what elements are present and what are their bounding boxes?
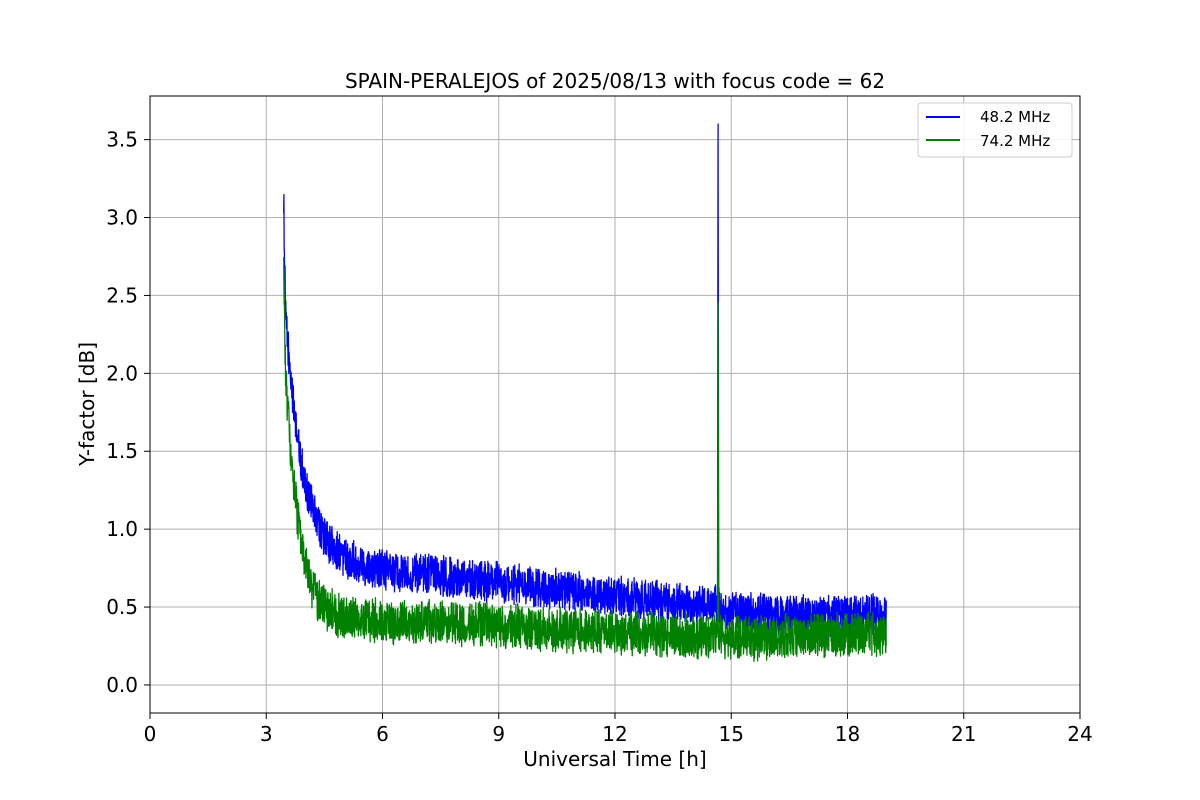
chart-title: SPAIN-PERALEJOS of 2025/08/13 with focus… bbox=[345, 69, 885, 93]
x-axis-label: Universal Time [h] bbox=[523, 747, 706, 771]
series-layer bbox=[283, 123, 887, 663]
y-axis-ticks: 0.0 0.5 1.0 1.5 2.0 2.5 3.0 3.5 bbox=[106, 128, 150, 697]
x-tick-label: 9 bbox=[492, 722, 505, 746]
x-tick-label: 15 bbox=[719, 722, 744, 746]
legend-label-74-2-mhz: 74.2 MHz bbox=[980, 132, 1050, 150]
y-axis-label: Y-factor [dB] bbox=[75, 342, 99, 467]
y-tick-label: 1.5 bbox=[106, 439, 138, 463]
series-line-74-2-mhz bbox=[283, 256, 887, 663]
plot-area bbox=[149, 95, 1081, 714]
x-tick-label: 0 bbox=[144, 722, 157, 746]
legend: 48.2 MHz 74.2 MHz bbox=[917, 102, 1073, 158]
x-tick-label: 24 bbox=[1067, 722, 1092, 746]
x-tick-label: 18 bbox=[835, 722, 860, 746]
y-tick-label: 2.5 bbox=[106, 283, 138, 307]
y-tick-label: 1.0 bbox=[106, 517, 138, 541]
x-tick-label: 21 bbox=[951, 722, 976, 746]
y-tick-label: 0.5 bbox=[106, 595, 138, 619]
x-tick-label: 3 bbox=[260, 722, 273, 746]
legend-label-48-2-mhz: 48.2 MHz bbox=[980, 108, 1050, 126]
y-tick-label: 3.0 bbox=[106, 206, 138, 230]
y-tick-label: 0.0 bbox=[106, 673, 138, 697]
x-axis-ticks: 0 3 6 9 12 15 18 21 24 bbox=[144, 713, 1093, 746]
y-tick-label: 2.0 bbox=[106, 361, 138, 385]
series-line-48-2-mhz bbox=[283, 123, 887, 638]
y-tick-label: 3.5 bbox=[106, 128, 138, 152]
x-tick-label: 6 bbox=[376, 722, 389, 746]
x-tick-label: 12 bbox=[602, 722, 627, 746]
